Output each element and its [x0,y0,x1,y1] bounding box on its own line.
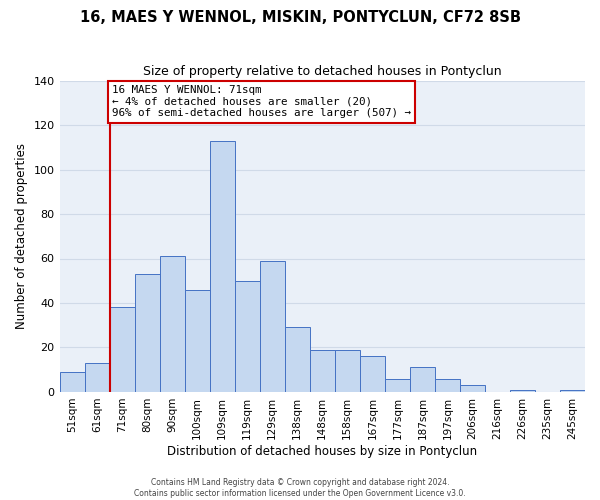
Bar [185,290,209,392]
Bar [460,386,485,392]
Text: Contains HM Land Registry data © Crown copyright and database right 2024.
Contai: Contains HM Land Registry data © Crown c… [134,478,466,498]
Bar [209,140,235,392]
Bar [410,368,435,392]
Bar [335,350,360,392]
Bar [360,356,385,392]
Bar [260,260,285,392]
Bar [85,363,110,392]
Bar [435,378,460,392]
Bar [560,390,585,392]
Bar [59,372,85,392]
Bar [160,256,185,392]
Bar [385,378,410,392]
Bar [310,350,335,392]
Text: 16 MAES Y WENNOL: 71sqm
← 4% of detached houses are smaller (20)
96% of semi-det: 16 MAES Y WENNOL: 71sqm ← 4% of detached… [112,85,411,118]
Bar [134,274,160,392]
Bar [510,390,535,392]
Y-axis label: Number of detached properties: Number of detached properties [15,144,28,330]
Bar [285,328,310,392]
Title: Size of property relative to detached houses in Pontyclun: Size of property relative to detached ho… [143,65,502,78]
Bar [235,280,260,392]
Bar [110,308,134,392]
Text: 16, MAES Y WENNOL, MISKIN, PONTYCLUN, CF72 8SB: 16, MAES Y WENNOL, MISKIN, PONTYCLUN, CF… [79,10,521,25]
X-axis label: Distribution of detached houses by size in Pontyclun: Distribution of detached houses by size … [167,444,478,458]
